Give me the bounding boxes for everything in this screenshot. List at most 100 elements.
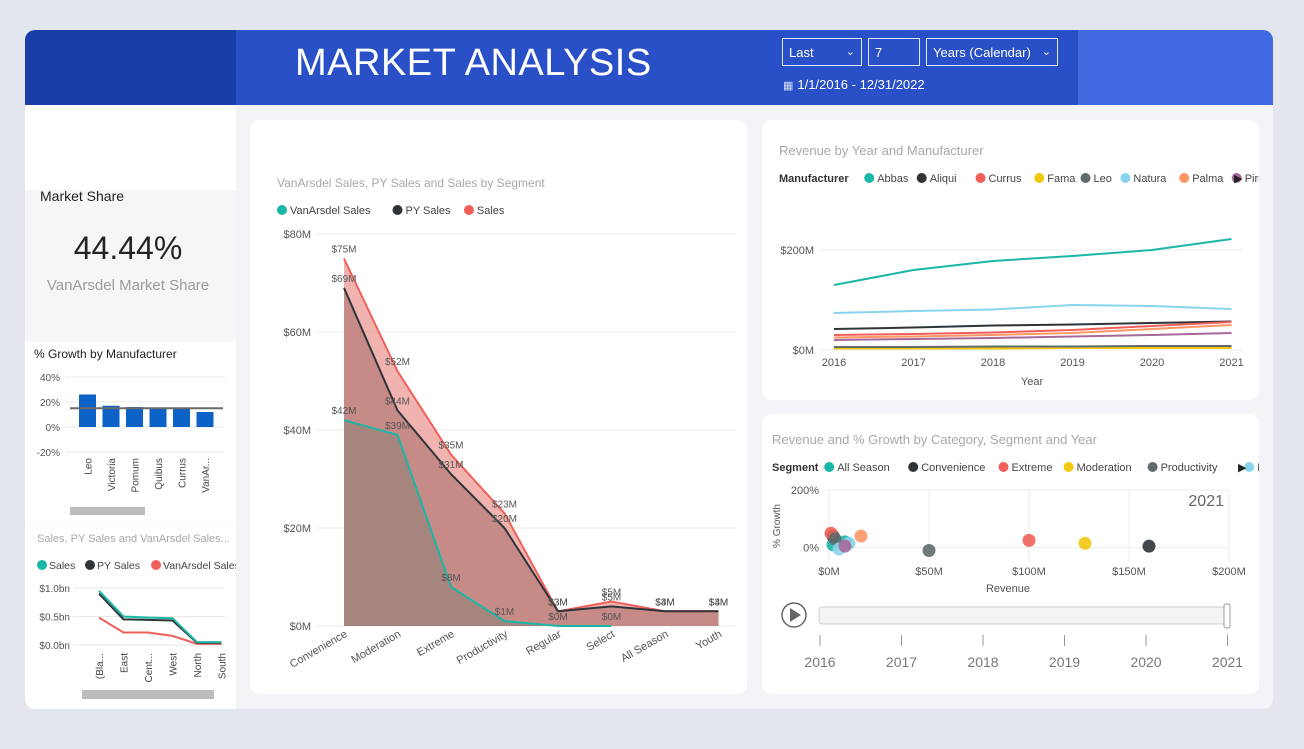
manufacturer-legend-label: Leo <box>1094 173 1112 185</box>
series-line-palma <box>833 324 1232 339</box>
series-line-fama <box>834 347 1232 350</box>
series-line-pirum <box>833 332 1232 341</box>
growth-bar <box>102 405 120 427</box>
legend-dot <box>85 560 95 570</box>
segment-legend-dot <box>277 205 287 215</box>
play-axis-tick-label: 2016 <box>804 654 835 670</box>
period-dropdown[interactable]: Last ⌄ <box>782 38 862 66</box>
y-tick-label: 200% <box>791 485 819 497</box>
x-axis-label: Year <box>1021 376 1044 388</box>
data-label: $5M <box>602 592 621 603</box>
segment-legend-dot <box>998 462 1009 472</box>
growth-bar <box>79 394 96 427</box>
legend-dot <box>37 560 47 570</box>
data-label: $0M <box>602 612 621 623</box>
y-tick-label: $0M <box>290 621 311 633</box>
x-tick-label: 2020 <box>1140 357 1164 369</box>
chart-title: Revenue by Year and Manufacturer <box>779 143 984 158</box>
x-tick-label: $150M <box>1112 566 1146 578</box>
data-label: $31M <box>438 460 463 471</box>
scatter-point <box>1142 539 1156 553</box>
count-value: 7 <box>875 45 883 60</box>
segment-legend-dot <box>908 462 919 472</box>
data-label: $75M <box>331 245 356 256</box>
y-tick-label: $1.0bn <box>39 584 70 595</box>
manufacturer-legend-dot <box>1231 173 1242 183</box>
period-value: Last <box>789 45 814 60</box>
x-tick-label: Extreme <box>415 628 456 659</box>
data-label: $3M <box>548 597 567 608</box>
manufacturer-legend-label: Palma <box>1192 173 1224 185</box>
manufacturer-legend-dot <box>1034 173 1045 183</box>
series-line-vanarsdel-sales <box>343 419 612 627</box>
data-label: $23M <box>492 499 517 510</box>
unit-value: Years (Calendar) <box>933 45 1031 60</box>
x-tick-label: 2018 <box>981 357 1005 369</box>
y-tick-label: 0% <box>46 423 61 434</box>
x-tick-label: 2019 <box>1060 357 1084 369</box>
chart-title: VanArsdel Sales, PY Sales and Sales by S… <box>277 176 545 190</box>
play-axis-thumb[interactable] <box>1223 603 1231 629</box>
segment-legend-dot <box>1244 462 1255 472</box>
growth-bar <box>173 408 190 427</box>
x-tick-label: 2021 <box>1219 357 1243 369</box>
x-tick-label: (Bla... <box>95 653 106 679</box>
header-left-band <box>25 30 236 105</box>
segment-legend-label: VanArsdel Sales <box>290 205 371 217</box>
chevron-down-icon: ⌄ <box>1041 46 1051 58</box>
x-tick-label: West <box>169 653 180 676</box>
growth-bar <box>126 407 143 427</box>
manufacturer-legend-label: Currus <box>989 173 1023 185</box>
kpi-value: 44.44% <box>73 230 183 266</box>
y-tick-label: $40M <box>283 425 311 437</box>
y-tick-label: 20% <box>40 398 60 409</box>
manufacturer-legend-dot <box>1179 173 1190 183</box>
x-tick-label: Regular <box>524 628 564 658</box>
manufacturer-legend-dot <box>916 173 927 183</box>
y-axis-label: % Growth <box>772 504 783 548</box>
count-input[interactable]: 7 <box>868 38 920 66</box>
sidebar-top <box>25 105 236 190</box>
series-line-py-sales <box>343 287 719 613</box>
x-tick-label: 2016 <box>822 357 846 369</box>
legend-label: PY Sales <box>97 560 140 572</box>
segment-legend-dot <box>1147 462 1158 472</box>
y-tick-label: -20% <box>37 448 60 459</box>
py-sales-area <box>344 287 719 626</box>
segment-legend-label: Productivity <box>1161 462 1218 474</box>
chart-background <box>25 342 236 524</box>
manufacturer-legend-dot <box>1120 173 1131 183</box>
x-tick-label: VanAr... <box>201 458 212 493</box>
data-label: $44M <box>385 396 410 407</box>
vanarsdel-sales-area <box>344 420 612 626</box>
data-label: $5M <box>602 588 621 599</box>
play-axis-tick-label: 2018 <box>967 654 998 670</box>
y-tick-label: $0.5bn <box>39 613 70 624</box>
data-label: $3M <box>548 597 567 608</box>
segment-legend-label: PY Sales <box>406 205 452 217</box>
header-band <box>236 30 1078 105</box>
play-axis-tick-label: 2017 <box>886 654 917 670</box>
x-tick-label: Currus <box>178 458 189 488</box>
x-tick-label: South <box>218 653 229 679</box>
y-tick-label: 0% <box>803 543 819 555</box>
scatter-point <box>838 539 852 553</box>
series-line-aliqui <box>833 320 1232 330</box>
series-line-abbas <box>833 238 1232 286</box>
scrollbar-thumb <box>82 690 214 699</box>
x-tick-label: North <box>193 653 204 677</box>
data-label: $4M <box>655 597 674 608</box>
legend-next-arrow-icon: ▶ <box>1234 173 1243 185</box>
legend-next-arrow-icon: ▶ <box>1238 462 1247 474</box>
legend-label: VanArsdel Sales <box>163 560 236 572</box>
data-label: $1M <box>495 607 514 618</box>
segment-legend-label: Sales <box>477 205 505 217</box>
x-tick-label: Convenience <box>288 628 350 671</box>
data-label: $39M <box>385 421 410 432</box>
x-tick-label: Select <box>585 628 617 654</box>
x-tick-label: Youth <box>694 628 724 652</box>
y-tick-label: $80M <box>283 229 311 241</box>
manufacturer-legend-label: Natura <box>1133 173 1167 185</box>
unit-dropdown[interactable]: Years (Calendar) ⌄ <box>926 38 1058 66</box>
x-tick-label: 2017 <box>901 357 925 369</box>
